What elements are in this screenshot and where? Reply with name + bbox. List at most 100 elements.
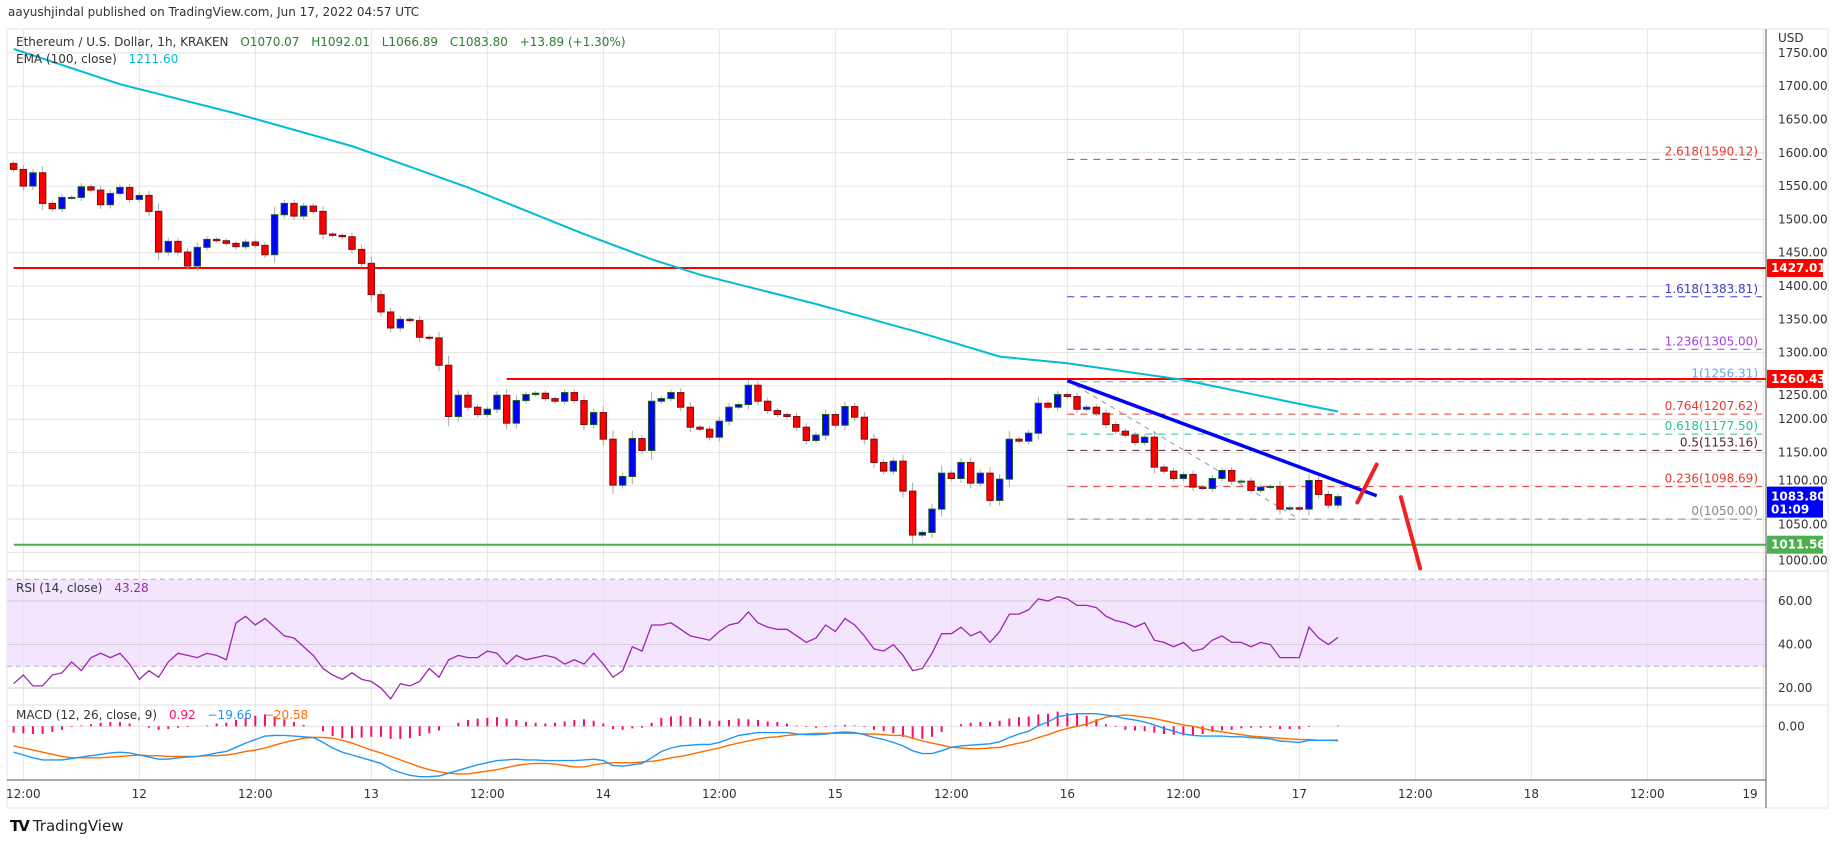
footer: TV TradingView: [10, 817, 123, 835]
candle-up: [1334, 496, 1342, 506]
indicators: [12, 47, 1340, 778]
legend-macd-hist: 0.92: [169, 708, 196, 722]
candle-down: [638, 438, 646, 452]
grid: [7, 29, 1766, 780]
fib-level-label: 0.618(1177.50): [1665, 419, 1758, 433]
price-tick-label: 1200.00: [1778, 412, 1828, 426]
candle-down: [473, 406, 482, 416]
legend-main-row: Ethereum / U.S. Dollar, 1h, KRAKEN O1070…: [16, 35, 626, 49]
badge-support: [1767, 535, 1823, 554]
rsi-tick-label: 40.00: [1778, 638, 1812, 652]
rsi-band: [7, 579, 1766, 667]
time-tick-label: 12:00: [934, 787, 969, 801]
price-tick-label: 1350.00: [1778, 312, 1828, 326]
candle-up: [1218, 469, 1226, 479]
horizontal-levels: [13, 267, 1766, 546]
candles: [9, 160, 1342, 544]
candle-down: [773, 410, 782, 416]
candle-down: [541, 392, 550, 400]
legend-rsi-label[interactable]: RSI (14, close): [16, 581, 102, 595]
badge-support-label: 1011.56: [1771, 538, 1826, 552]
badge-resistance-2-label: 1260.43: [1771, 372, 1826, 386]
candle-up: [995, 478, 1004, 501]
candle-down: [174, 240, 182, 253]
candle-down: [696, 426, 704, 430]
candle-down: [87, 186, 95, 191]
chart-frame: [6, 28, 1829, 809]
legend-ema-label[interactable]: EMA (100, close): [16, 52, 117, 66]
candle-up: [628, 438, 637, 477]
candle-up: [715, 420, 724, 438]
candle-down: [783, 414, 791, 418]
legend-symbol[interactable]: Ethereum / U.S. Dollar, 1h, KRAKEN: [16, 35, 229, 49]
time-tick-label: 12:00: [6, 787, 41, 801]
trendline: [1066, 378, 1378, 498]
candle-down: [328, 233, 337, 236]
time-tick-label: 12: [132, 787, 147, 801]
candle-up: [1140, 436, 1149, 444]
legend-macd-signal: −20.58: [264, 708, 308, 722]
candle-down: [1150, 436, 1159, 468]
legend-main: Ethereum / U.S. Dollar, 1h, KRAKEN O1070…: [16, 35, 626, 722]
candle-down: [1015, 438, 1023, 442]
candle-up: [667, 392, 675, 400]
candle-down: [599, 412, 608, 440]
candle-up: [841, 406, 849, 426]
candle-down: [38, 172, 47, 204]
candle-down: [145, 194, 153, 212]
candle-down: [580, 400, 588, 426]
candle-down: [570, 392, 579, 402]
tradingview-logo-icon[interactable]: TV: [10, 817, 30, 835]
candle-down: [899, 460, 907, 492]
candle-up: [193, 246, 202, 267]
candle-up: [937, 472, 946, 510]
footer-brand[interactable]: TradingView: [32, 817, 124, 835]
candle-up: [725, 406, 733, 422]
candle-up: [744, 384, 753, 406]
candle-up: [454, 394, 463, 418]
legend-macd-label[interactable]: MACD (12, 26, close, 9): [16, 708, 157, 722]
candle-down: [502, 394, 511, 424]
publisher-caption: aayushjindal published on TradingView.co…: [8, 5, 420, 19]
badge-resistance-1: [1767, 259, 1823, 278]
candle-up: [918, 531, 927, 536]
fib-level-label: 2.618(1590.12): [1665, 144, 1758, 158]
candle-up: [1237, 480, 1246, 483]
legend-macd-value: −19.66: [208, 708, 252, 722]
rsi-tick-label: 20.00: [1778, 681, 1812, 695]
currency-label: USD: [1778, 31, 1804, 45]
candle-up: [67, 196, 76, 199]
rsi-line: [13, 596, 1339, 701]
candle-up: [106, 192, 115, 206]
legend-rsi-value: 43.28: [114, 581, 148, 595]
candle-down: [338, 234, 347, 238]
candle-down: [1198, 486, 1207, 489]
candle-down: [676, 392, 685, 408]
candle-down: [19, 168, 28, 187]
price-tick-label: 1450.00: [1778, 246, 1828, 260]
candle-down: [435, 337, 443, 366]
candle-up: [299, 205, 308, 217]
fib-level-label: 0(1050.00): [1691, 504, 1758, 518]
candle-down: [9, 162, 18, 170]
legend-low: L1066.89: [382, 35, 438, 49]
price-tick-label: 1150.00: [1778, 446, 1828, 460]
macd-tick-label: 0.00: [1778, 719, 1805, 733]
candle-down: [222, 240, 231, 244]
legend-open: O1070.07: [240, 35, 299, 49]
macd-line: [13, 713, 1339, 778]
candle-up: [396, 318, 405, 329]
candle-down: [986, 472, 994, 501]
time-tick-label: 12:00: [702, 787, 737, 801]
candle-down: [212, 238, 221, 242]
candle-up: [1305, 479, 1313, 510]
fib-level-label: 1.618(1383.81): [1665, 282, 1758, 296]
candle-down: [96, 189, 105, 206]
candle-down: [1324, 493, 1333, 506]
fibonacci-extension: 2.618(1590.12) 1.618(1383.81) 1.236(1305.0…: [1067, 144, 1762, 520]
candle-down: [870, 438, 878, 463]
candle-up: [589, 412, 598, 426]
time-tick-label: 12:00: [1398, 787, 1433, 801]
candle-down: [444, 364, 453, 418]
